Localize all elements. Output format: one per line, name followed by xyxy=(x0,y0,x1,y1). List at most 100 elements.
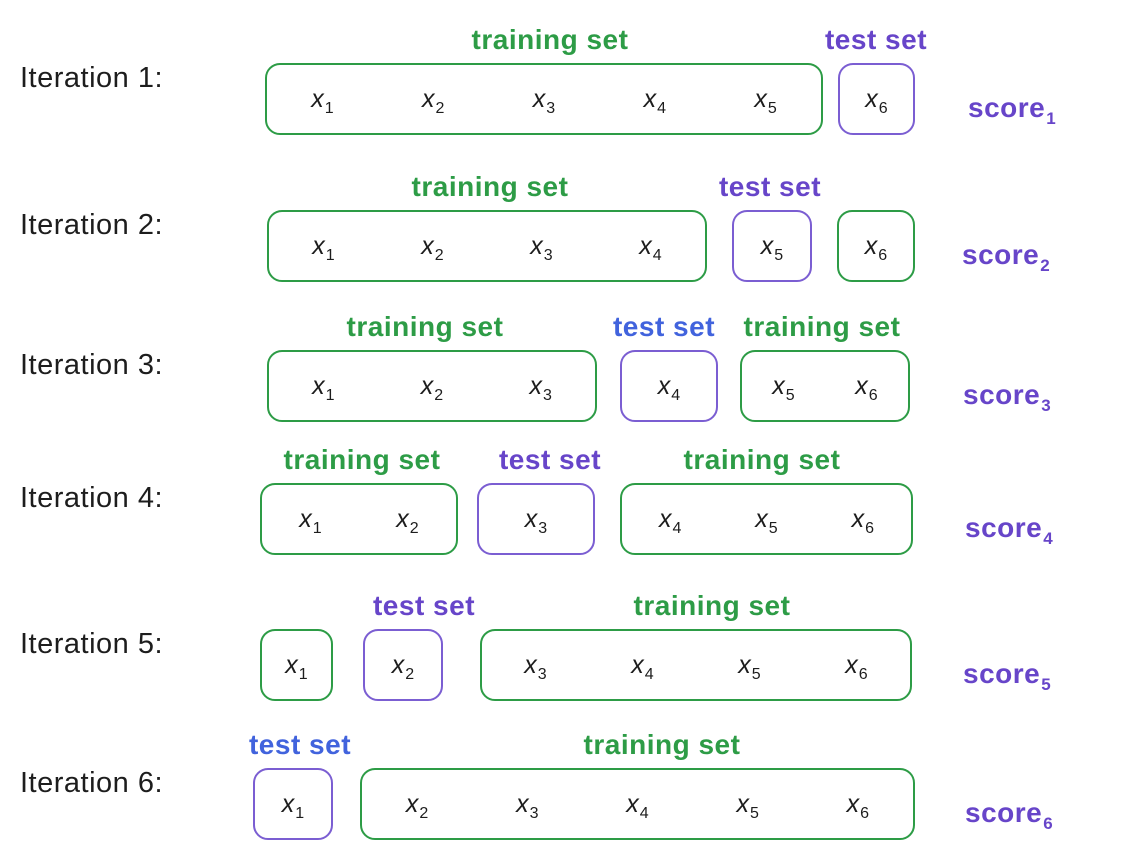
item-label: x2 xyxy=(421,84,445,117)
score-subscript: 3 xyxy=(1041,395,1052,415)
item-subscript: 2 xyxy=(409,519,419,537)
item-symbol: x xyxy=(736,789,749,818)
item-subscript: 2 xyxy=(434,386,444,404)
set-caption: training set xyxy=(283,444,441,475)
item-subscript: 4 xyxy=(672,519,682,537)
item-symbol: x xyxy=(846,789,860,818)
item-subscript: 1 xyxy=(324,99,334,117)
set-box: x4 x5 x6 xyxy=(620,483,913,555)
item-label: x3 xyxy=(530,231,552,264)
item-symbol: x xyxy=(738,650,751,679)
iteration-label: Iteration 6: xyxy=(20,767,164,799)
item-label: x1 xyxy=(281,789,304,822)
item-subscript: 6 xyxy=(865,519,875,537)
item-subscript: 3 xyxy=(537,665,547,683)
score-subscript: 5 xyxy=(1041,674,1052,694)
set-caption: training set xyxy=(743,311,901,342)
score-label: score5 xyxy=(963,658,1051,693)
item-label: x3 xyxy=(529,371,552,404)
set-box: x5 x 6 xyxy=(740,350,910,422)
item-symbol: x xyxy=(281,789,295,818)
item-symbol: x xyxy=(658,504,672,533)
item-symbol: x xyxy=(299,504,312,533)
item-symbol: x xyxy=(312,231,325,260)
item-subscript: 1 xyxy=(325,246,335,264)
item-label: x5 xyxy=(754,84,777,117)
score-label: score6 xyxy=(965,797,1053,832)
set-caption: test set xyxy=(718,171,822,202)
item-symbol: x xyxy=(524,504,538,533)
item-label: x6 xyxy=(865,85,887,117)
set-caption: test set xyxy=(612,311,716,342)
item-symbol: x xyxy=(760,231,774,260)
item-label: x4 xyxy=(658,372,680,404)
item-subscript: 1 xyxy=(325,386,335,404)
item-subscript: 4 xyxy=(639,804,649,822)
item-subscript: 5 xyxy=(774,246,784,264)
set-caption: test set xyxy=(372,590,476,621)
set-box: x1 xyxy=(253,768,333,840)
item-subscript: 2 xyxy=(435,99,445,117)
score-subscript: 1 xyxy=(1046,108,1057,128)
score-text: score xyxy=(968,92,1046,123)
score-subscript: 6 xyxy=(1043,813,1054,833)
set-caption: training set xyxy=(411,171,569,202)
item-symbol: x xyxy=(312,371,325,400)
item-symbol: x xyxy=(845,650,858,679)
score-label: score4 xyxy=(965,512,1053,547)
item-symbol: x xyxy=(396,504,409,533)
item-subscript: 5 xyxy=(767,99,777,117)
item-subscript: 4 xyxy=(657,99,666,117)
set-box: x6 xyxy=(838,63,915,135)
score-text: score xyxy=(965,512,1043,543)
item-label: x4 xyxy=(631,650,653,683)
set-box: x1 xyxy=(260,629,333,701)
item-label: x2 xyxy=(421,231,443,264)
item-symbol: x xyxy=(391,650,405,679)
item-symbol: x xyxy=(311,84,324,113)
set-box: x6 xyxy=(837,210,915,282)
item-subscript: 3 xyxy=(538,519,548,537)
item-label: x5 xyxy=(772,371,794,404)
item-symbol: x xyxy=(530,231,543,260)
item-label: x6 xyxy=(845,650,868,683)
item-label: x5 xyxy=(736,789,759,822)
item-symbol: x xyxy=(754,84,767,113)
item-subscript: 4 xyxy=(652,246,662,264)
item-label: x5 xyxy=(755,504,777,537)
item-symbol: x xyxy=(524,650,537,679)
iteration-label: Iteration 1: xyxy=(20,62,164,94)
set-caption: training set xyxy=(471,24,629,55)
item-label: x4 xyxy=(626,790,649,822)
item-symbol: x xyxy=(631,650,644,679)
item-subscript: 1 xyxy=(298,665,308,683)
item-subscript: 6 xyxy=(858,665,868,683)
item-label: x4 xyxy=(644,85,666,117)
item-symbol: x xyxy=(420,371,434,400)
iteration-label: Iteration 5: xyxy=(20,628,164,660)
iteration-label: Iteration 4: xyxy=(20,482,164,514)
set-box: x1 x2 x3 x4 x5 xyxy=(265,63,823,135)
item-label: x1 xyxy=(299,504,321,537)
set-caption: training set xyxy=(633,590,791,621)
item-symbol: x xyxy=(755,504,768,533)
item-label: x3 xyxy=(533,85,555,117)
item-symbol: x xyxy=(772,371,785,400)
set-box: x2 xyxy=(363,629,443,701)
item-symbol: x xyxy=(421,84,435,113)
item-symbol: x xyxy=(405,789,419,818)
set-box: x5 xyxy=(732,210,812,282)
item-label: x5 xyxy=(760,231,784,264)
set-box: x3 x4 x5 x6 xyxy=(480,629,912,701)
item-subscript: 2 xyxy=(419,804,429,822)
iteration-row: Iteration 1: training set x1 x2 x3 x4 x5 test s… xyxy=(0,24,1125,135)
item-symbol: x xyxy=(421,231,434,260)
item-subscript: 3 xyxy=(542,386,552,404)
item-subscript: 6 xyxy=(868,386,878,404)
item-label: x2 xyxy=(420,371,444,404)
item-symbol: x xyxy=(529,371,542,400)
set-box: x1 x2 xyxy=(260,483,458,555)
item-subscript: 5 xyxy=(749,804,759,822)
iteration-label: Iteration 2: xyxy=(20,209,164,241)
